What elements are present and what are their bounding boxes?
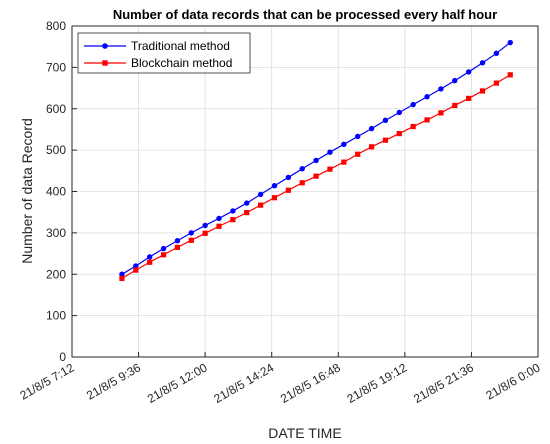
y-tick-label: 300 [46, 226, 66, 240]
y-tick-label: 600 [46, 102, 66, 116]
x-tick-label: 21/8/5 16:48 [278, 360, 343, 406]
data-point [230, 208, 236, 214]
data-point [507, 72, 513, 78]
data-point [507, 39, 513, 46]
data-point [299, 180, 305, 186]
y-tick-label: 400 [46, 185, 66, 199]
y-tick-label: 700 [46, 60, 66, 74]
data-point [271, 183, 278, 189]
data-point [438, 110, 444, 116]
y-axis-label: Number of data Record [19, 118, 35, 264]
data-point [216, 223, 222, 229]
data-point [493, 50, 500, 57]
data-point [479, 60, 486, 66]
data-point [452, 77, 458, 84]
data-point [341, 141, 347, 148]
data-point [147, 259, 153, 265]
series-group [119, 39, 513, 281]
x-axis-label: DATE TIME [268, 425, 341, 441]
data-point [382, 117, 389, 124]
data-point [174, 244, 181, 250]
data-point [410, 101, 416, 108]
data-point [299, 166, 305, 172]
x-axis-ticks: 21/8/5 7:12 21/8/5 9:36 21/8/5 12:00 21/8/5… [17, 352, 543, 406]
data-point [133, 267, 139, 273]
data-point [327, 149, 333, 155]
data-point [313, 157, 319, 164]
legend-box [77, 32, 251, 74]
data-point [257, 191, 264, 198]
x-tick-label: 21/8/5 21:36 [411, 360, 476, 406]
data-point [244, 200, 250, 206]
legend-marker-traditional [102, 43, 108, 49]
data-point [271, 195, 278, 201]
data-point [174, 238, 181, 244]
data-point [202, 230, 208, 236]
data-point [285, 174, 292, 181]
y-tick-label: 800 [46, 19, 66, 33]
data-point [146, 254, 153, 260]
data-point [424, 94, 430, 100]
data-point [244, 210, 250, 216]
legend: Traditional method Blockchain method [77, 32, 251, 74]
data-point [396, 109, 403, 116]
y-tick-label: 100 [46, 309, 66, 323]
y-axis-ticks: 0 100 200 300 400 500 600 700 800 [46, 19, 77, 364]
x-tick-label: 21/8/5 19:12 [345, 360, 410, 406]
data-point [188, 237, 194, 243]
data-point [133, 263, 139, 269]
series-traditional [119, 39, 513, 277]
data-point [479, 88, 486, 94]
y-tick-label: 500 [46, 143, 66, 157]
data-point [368, 144, 375, 150]
data-point [493, 80, 499, 86]
data-point [355, 133, 361, 140]
data-point [216, 215, 222, 222]
data-point [327, 166, 333, 172]
data-point [368, 125, 375, 132]
legend-label-blockchain: Blockchain method [131, 56, 232, 70]
legend-marker-blockchain [102, 60, 108, 66]
x-tick-label: 21/8/5 7:12 [17, 360, 76, 402]
data-point [452, 102, 458, 109]
x-tick-label: 21/8/5 14:24 [211, 360, 276, 406]
data-point [410, 123, 416, 130]
data-point [160, 252, 167, 258]
data-point [230, 217, 236, 223]
data-point [355, 151, 361, 157]
x-tick-label: 21/8/5 9:36 [84, 360, 143, 402]
data-point [119, 271, 125, 277]
data-point [424, 117, 430, 123]
chart-title: Number of data records that can be proce… [113, 7, 497, 22]
data-point [258, 202, 264, 208]
data-point [438, 86, 444, 92]
x-tick-label: 21/8/6 0:00 [483, 360, 542, 402]
data-point [202, 222, 208, 229]
data-point [119, 275, 125, 281]
data-point [341, 159, 347, 165]
legend-label-traditional: Traditional method [131, 39, 230, 53]
data-point [466, 95, 472, 102]
data-point [285, 187, 291, 193]
y-tick-label: 200 [46, 267, 66, 281]
data-point [382, 137, 389, 143]
data-point [313, 173, 319, 179]
data-point [160, 245, 167, 252]
data-point [188, 230, 194, 236]
data-point [465, 69, 472, 75]
series-blockchain [119, 72, 513, 281]
x-tick-label: 21/8/5 12:00 [145, 360, 210, 406]
y-tick-label: 0 [59, 350, 66, 364]
data-point [396, 130, 402, 137]
